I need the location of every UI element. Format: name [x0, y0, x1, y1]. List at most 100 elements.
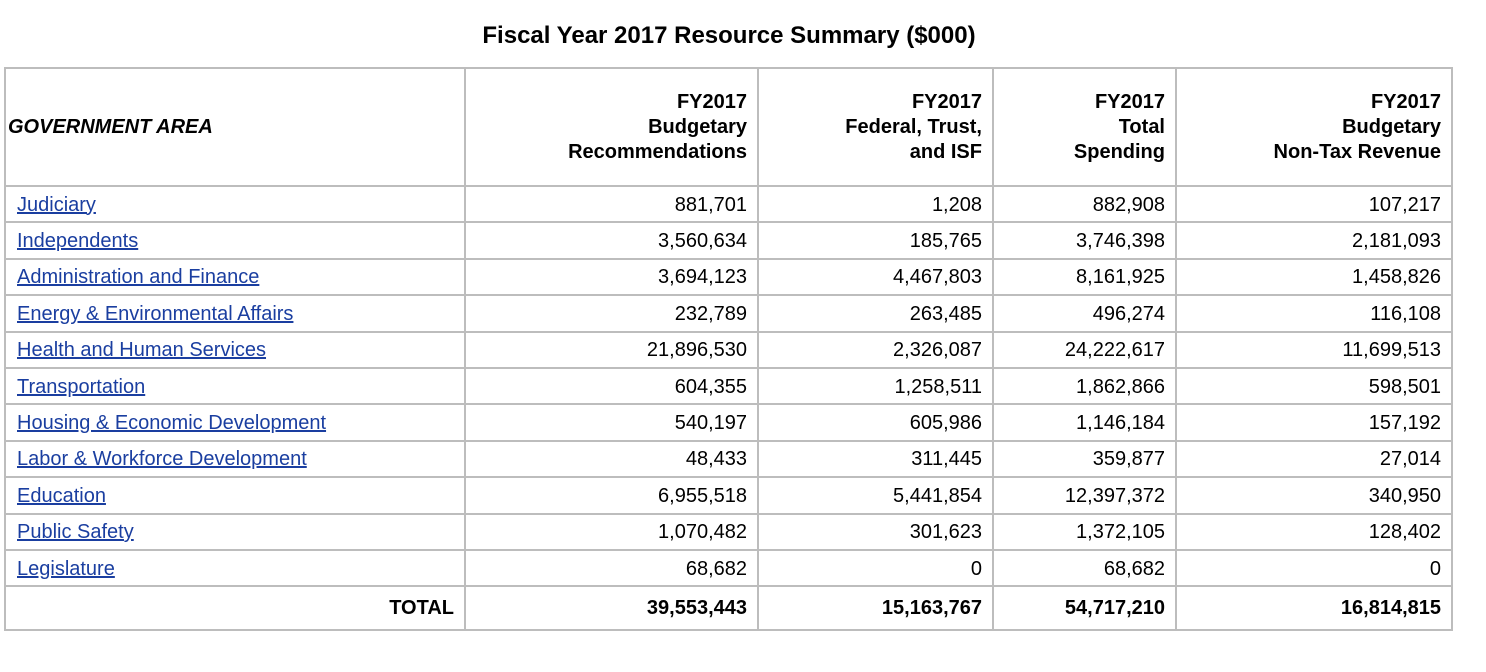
value-cell: 359,877	[992, 439, 1177, 479]
table-row: Labor & Workforce Development 48,433 311,4…	[4, 439, 1453, 479]
government-area-link[interactable]: Legislature	[17, 557, 115, 580]
col-header-federal-trust-isf: FY2017 Federal, Trust, and ISF	[757, 67, 994, 187]
table-row: Education 6,955,518 5,441,854 12,397,372 340…	[4, 476, 1453, 515]
value-cell: 1,458,826	[1175, 257, 1453, 297]
value-cell: 540,197	[464, 403, 759, 442]
value-cell: 1,208	[757, 184, 994, 224]
col-header-line: FY2017	[1370, 90, 1441, 113]
value-cell: 1,862,866	[992, 366, 1177, 406]
col-header-line: FY2017	[911, 90, 982, 113]
government-area-cell: Administration and Finance	[4, 257, 466, 297]
col-header-line: Total	[1118, 115, 1165, 138]
value-cell: 263,485	[757, 294, 994, 333]
value-cell: 2,326,087	[757, 330, 994, 369]
government-area-cell: Legislature	[4, 548, 466, 588]
government-area-cell: Labor & Workforce Development	[4, 439, 466, 479]
value-cell: 27,014	[1175, 439, 1453, 479]
col-header-line: Spending	[1073, 140, 1165, 163]
government-area-link[interactable]: Public Safety	[17, 521, 134, 544]
value-cell: 3,746,398	[992, 221, 1177, 260]
value-cell: 882,908	[992, 184, 1177, 224]
value-cell: 0	[757, 548, 994, 588]
value-cell: 1,070,482	[464, 512, 759, 551]
col-header-line: Budgetary	[648, 115, 747, 138]
value-cell: 2,181,093	[1175, 221, 1453, 260]
table-row: Health and Human Services 21,896,530 2,326…	[4, 330, 1453, 369]
value-cell: 496,274	[992, 294, 1177, 333]
value-cell: 301,623	[757, 512, 994, 551]
value-cell: 128,402	[1175, 512, 1453, 551]
government-area-cell: Judiciary	[4, 184, 466, 224]
col-header-line: Non-Tax Revenue	[1273, 140, 1441, 163]
government-area-link[interactable]: Transportation	[17, 375, 146, 398]
table-row: Transportation 604,355 1,258,511 1,862,866 5…	[4, 366, 1453, 406]
government-area-link[interactable]: Health and Human Services	[17, 339, 267, 362]
value-cell: 1,258,511	[757, 366, 994, 406]
value-cell: 232,789	[464, 294, 759, 333]
value-cell: 3,694,123	[464, 257, 759, 297]
value-cell: 598,501	[1175, 366, 1453, 406]
value-cell: 11,699,513	[1175, 330, 1453, 369]
page-title: Fiscal Year 2017 Resource Summary ($000)	[482, 22, 976, 49]
col-header-line: FY2017	[676, 90, 747, 113]
value-cell: 68,682	[992, 548, 1177, 588]
value-cell: 157,192	[1175, 403, 1453, 442]
total-cell: 39,553,443	[464, 585, 759, 632]
col-header-line: FY2017	[1094, 90, 1165, 113]
table-row: Housing & Economic Development 540,197 605…	[4, 403, 1453, 442]
government-area-link[interactable]: Education	[17, 484, 106, 507]
value-cell: 8,161,925	[992, 257, 1177, 297]
value-cell: 12,397,372	[992, 476, 1177, 515]
table-row: Judiciary 881,701 1,208 882,908 107,217	[4, 184, 1453, 224]
value-cell: 68,682	[464, 548, 759, 588]
value-cell: 881,701	[464, 184, 759, 224]
government-area-link[interactable]: Energy & Environmental Affairs	[17, 302, 294, 325]
government-area-cell: Health and Human Services	[4, 330, 466, 369]
header-row: GOVERNMENT AREA FY2017 Budgetary Recomme…	[4, 67, 1453, 187]
government-area-cell: Transportation	[4, 366, 466, 406]
table-row: Public Safety 1,070,482 301,623 1,372,105 12…	[4, 512, 1453, 551]
total-cell: 54,717,210	[992, 585, 1177, 632]
value-cell: 6,955,518	[464, 476, 759, 515]
government-area-link[interactable]: Labor & Workforce Development	[17, 448, 307, 471]
government-area-link[interactable]: Judiciary	[17, 193, 96, 216]
value-cell: 605,986	[757, 403, 994, 442]
value-cell: 4,467,803	[757, 257, 994, 297]
government-area-link[interactable]: Housing & Economic Development	[17, 412, 327, 435]
col-header-government-area: GOVERNMENT AREA	[4, 67, 466, 187]
government-area-cell: Independents	[4, 221, 466, 260]
col-header-total-spending: FY2017 Total Spending	[992, 67, 1177, 187]
table-row: Administration and Finance 3,694,123 4,467…	[4, 257, 1453, 297]
value-cell: 604,355	[464, 366, 759, 406]
col-header-line: Budgetary	[1342, 115, 1441, 138]
total-label: TOTAL	[4, 585, 466, 632]
value-cell: 340,950	[1175, 476, 1453, 515]
total-row: TOTAL 39,553,443 15,163,767 54,717,210 1…	[4, 585, 1453, 632]
value-cell: 1,146,184	[992, 403, 1177, 442]
col-header-non-tax-revenue: FY2017 Budgetary Non-Tax Revenue	[1175, 67, 1453, 187]
value-cell: 21,896,530	[464, 330, 759, 369]
value-cell: 1,372,105	[992, 512, 1177, 551]
col-header-line: and ISF	[909, 140, 982, 163]
government-area-link[interactable]: Independents	[17, 230, 139, 253]
value-cell: 107,217	[1175, 184, 1453, 224]
value-cell: 24,222,617	[992, 330, 1177, 369]
value-cell: 311,445	[757, 439, 994, 479]
government-area-link[interactable]: Administration and Finance	[17, 266, 260, 289]
total-cell: 16,814,815	[1175, 585, 1453, 632]
resource-summary-table: GOVERNMENT AREA FY2017 Budgetary Recomme…	[4, 67, 1453, 632]
col-header-line: Federal, Trust,	[845, 115, 982, 138]
col-header-budgetary-recommendations: FY2017 Budgetary Recommendations	[464, 67, 759, 187]
value-cell: 116,108	[1175, 294, 1453, 333]
value-cell: 5,441,854	[757, 476, 994, 515]
table-row: Legislature 68,682 0 68,682 0	[4, 548, 1453, 588]
value-cell: 3,560,634	[464, 221, 759, 260]
government-area-cell: Education	[4, 476, 466, 515]
government-area-cell: Public Safety	[4, 512, 466, 551]
col-header-line: Recommendations	[568, 140, 747, 163]
value-cell: 48,433	[464, 439, 759, 479]
government-area-cell: Housing & Economic Development	[4, 403, 466, 442]
total-cell: 15,163,767	[757, 585, 994, 632]
table-row: Independents 3,560,634 185,765 3,746,398 2,1…	[4, 221, 1453, 260]
table-row: Energy & Environmental Affairs 232,789 263…	[4, 294, 1453, 333]
